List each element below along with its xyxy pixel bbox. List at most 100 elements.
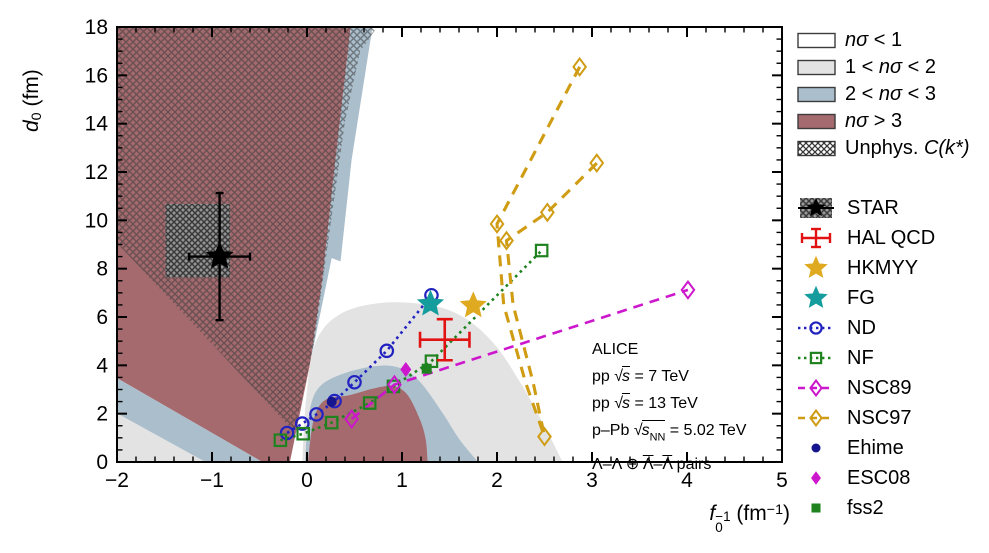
point-fss2: [421, 363, 432, 374]
legend-label: NSC97: [847, 406, 912, 429]
annotation-block: ALICE pp √s = 7 TeV pp √s = 13 TeV p–Pb √sN…: [592, 336, 746, 478]
legend-item: NSC89: [797, 373, 935, 403]
star-gold-icon: [804, 255, 828, 278]
star-teal-icon: [804, 285, 828, 308]
point-esc08: [400, 361, 412, 377]
legend-label: Ehime: [847, 436, 904, 459]
color-swatch: [797, 113, 836, 129]
x-axis-title: f −1 0 (fm−1): [640, 502, 790, 535]
legend-models: STAR HAL QCD HKMYY FG ND NF NSC89 NSC97 Ehime ESC…: [797, 193, 935, 523]
curve-NSC89: [350, 288, 689, 421]
svg-text:1: 1: [396, 469, 408, 492]
svg-text:−2: −2: [105, 469, 129, 492]
color-swatch: [797, 32, 836, 48]
markers-ND: [279, 287, 439, 441]
point-hal-qcd: [418, 317, 471, 362]
x-axis-unit-close: ): [783, 502, 790, 526]
legend-label: STAR: [847, 196, 899, 219]
color-swatch: [797, 59, 836, 75]
svg-text:12: 12: [85, 161, 108, 184]
point-ehime: [326, 396, 337, 407]
svg-text:16: 16: [85, 64, 108, 87]
star-box-icon: [798, 198, 834, 218]
y-axis-subscript: 0: [29, 112, 46, 121]
square-green-icon: [811, 503, 821, 513]
region-2<nsigma<3-corner: [117, 378, 263, 462]
curve-NF: [280, 249, 543, 442]
curve-NSC97-branch2: [504, 162, 598, 437]
region-nsigma>3-dome: [307, 385, 428, 462]
legend-item: ND: [797, 313, 935, 343]
markers-NSC89: [344, 279, 696, 429]
legend-item: nσ > 3: [797, 108, 969, 135]
line-dot-square-icon: [798, 351, 834, 365]
legend-item: Ehime: [797, 433, 935, 463]
line-dash-diamond-magenta-icon: [798, 378, 834, 398]
legend-item: NF: [797, 343, 935, 373]
legend-label: NSC89: [847, 376, 912, 399]
svg-text:5: 5: [776, 469, 788, 492]
legend-significance-bands: nσ < 1 1 < nσ < 2 2 < nσ < 3 nσ > 3 Unphys. …: [797, 27, 969, 162]
x-axis-scripts: −1 0: [715, 509, 731, 535]
x-axis-symbol: f: [709, 502, 716, 526]
legend-item: FG: [797, 283, 935, 313]
svg-text:6: 6: [96, 306, 108, 329]
legend-label: NF: [847, 346, 874, 369]
y-axis-unit: (fm): [20, 69, 43, 113]
legend-label: fss2: [847, 496, 884, 519]
annotation-line: pp √s = 7 TeV: [592, 366, 689, 385]
legend-label: HKMYY: [847, 256, 919, 279]
legend-label: 2 < nσ < 3: [845, 83, 937, 105]
legend-item: 2 < nσ < 3: [797, 81, 969, 108]
svg-text:3: 3: [586, 469, 598, 492]
legend-item: STAR: [797, 193, 935, 223]
dot-navy-icon: [811, 443, 821, 453]
legend-item: nσ < 1: [797, 27, 969, 54]
axis-ticks: [116, 26, 783, 463]
legend-item: NSC97: [797, 403, 935, 433]
legend-label: nσ > 3: [845, 110, 903, 132]
y-axis-title: d0 (fm): [20, 69, 45, 132]
svg-text:−1: −1: [200, 469, 224, 492]
svg-text:2: 2: [491, 469, 503, 492]
line-dash-diamond-gold-icon: [798, 408, 834, 428]
annotation-line: pp √s = 13 TeV: [592, 393, 698, 412]
legend-item: HKMYY: [797, 253, 935, 283]
markers-NSC97-branch2: [499, 153, 605, 447]
svg-text:8: 8: [96, 258, 108, 281]
markers-NSC97-branch1: [489, 56, 588, 234]
svg-text:10: 10: [85, 209, 108, 232]
color-swatch: [797, 86, 836, 102]
legend-item: fss2: [797, 493, 935, 523]
point-hkmyy: [459, 291, 487, 318]
region-unphysical-hatch: [117, 27, 378, 432]
legend-label: 1 < nσ < 2: [845, 56, 937, 78]
diamond-magenta-icon: [811, 471, 821, 485]
x-axis-unit: (fm: [730, 502, 767, 526]
cross-red-icon: [800, 227, 832, 249]
legend-item: 1 < nσ < 2: [797, 54, 969, 81]
legend-item: ESC08: [797, 463, 935, 493]
legend-label: FG: [847, 286, 875, 309]
legend-item: Unphys. C(k*): [797, 135, 969, 162]
annotation-line: p–Pb √sNN = 5.02 TeV: [592, 420, 747, 444]
region-1<nsigma<2-corner: [117, 413, 206, 462]
point-fg: [416, 289, 445, 316]
x-axis-unit-sup: −1: [766, 502, 783, 518]
annotation-line: ALICE: [592, 341, 639, 358]
svg-text:18: 18: [85, 16, 108, 39]
legend-label: ESC08: [847, 466, 911, 489]
plot-area: [117, 27, 696, 462]
svg-text:4: 4: [681, 469, 693, 492]
hatch-swatch: [797, 140, 836, 156]
y-axis-symbol: d: [20, 120, 43, 132]
svg-text:0: 0: [301, 469, 313, 492]
svg-text:4: 4: [96, 354, 108, 377]
curve-NSC97-branch1: [495, 66, 582, 438]
svg-text:14: 14: [85, 113, 109, 136]
annotation-line: Λ–Λ ⊕ Λ–Λ pairs: [592, 456, 712, 474]
legend-label: HAL QCD: [847, 226, 936, 249]
